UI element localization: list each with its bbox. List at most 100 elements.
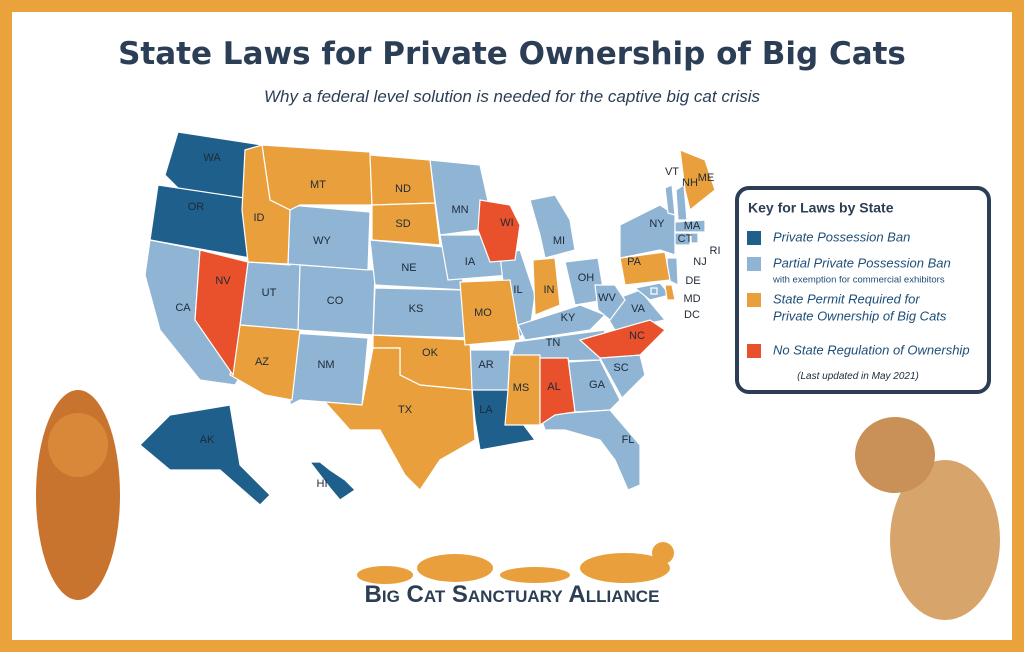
state-shape — [369, 154, 436, 206]
state-label: AL — [547, 381, 560, 393]
state-label: MD — [683, 293, 700, 305]
legend-label: Partial Private Possession Ban — [773, 255, 951, 270]
state-shape — [308, 461, 356, 501]
state-label: ND — [395, 183, 411, 195]
state-shape — [194, 249, 249, 377]
state-label: IL — [513, 284, 522, 296]
legend-title: Key for Laws by State — [748, 200, 894, 216]
subtitle: Why a federal level solution is needed f… — [264, 87, 761, 106]
state-label: MO — [474, 307, 492, 319]
state-label: GA — [589, 379, 606, 391]
legend-label: State Permit Required for — [773, 291, 920, 306]
state-shape — [675, 183, 688, 221]
state-label: ID — [254, 212, 265, 224]
state-label: WA — [203, 152, 221, 164]
state-shape — [459, 279, 521, 346]
state-label: WI — [500, 217, 513, 229]
state-shape — [539, 357, 576, 427]
state-label: TX — [398, 404, 413, 416]
state-label: MT — [310, 179, 326, 191]
legend-swatch — [747, 344, 761, 358]
state-shape — [578, 319, 666, 359]
updated-note: (Last updated in May 2021) — [797, 371, 919, 382]
state-label: WY — [313, 235, 331, 247]
state-shape — [674, 219, 706, 233]
state-label: OH — [578, 272, 595, 284]
state-shape — [679, 149, 716, 212]
state-label: RI — [710, 245, 721, 257]
state-label: AR — [478, 359, 493, 371]
state-label: VT — [665, 166, 679, 178]
legend-note: with exemption for commercial exhibitors — [772, 275, 945, 286]
state-shape — [690, 232, 699, 244]
state-shape — [650, 287, 658, 295]
state-label: IN — [544, 284, 555, 296]
state-label: LA — [479, 404, 493, 416]
state-label: IA — [465, 256, 476, 268]
state-shape — [241, 144, 291, 265]
legend-label: No State Regulation of Ownership — [773, 342, 970, 357]
state-label: NE — [401, 262, 416, 274]
legend-label: Private Possession Ban — [773, 229, 910, 244]
state-label: KY — [561, 312, 576, 324]
state-label: NY — [649, 218, 665, 230]
state-shape — [139, 404, 271, 506]
legend: Private Possession Ban Partial Private Po… — [747, 229, 970, 358]
tiger-image — [36, 390, 120, 600]
us-map: WA OR LA AK HI CA UT CO WY NE KS NM MN IA AR IL MI OH KY TN… — [139, 131, 721, 506]
state-shape — [539, 409, 641, 491]
state-shape — [664, 284, 676, 301]
state-label: KS — [409, 303, 424, 315]
state-label: WV — [598, 292, 616, 304]
state-label: TN — [546, 337, 561, 349]
state-shape — [323, 347, 476, 491]
cat-silhouettes — [357, 542, 674, 584]
state-label: VA — [631, 303, 646, 315]
state-shape — [674, 232, 691, 246]
state-label: AZ — [255, 356, 269, 368]
state-label: PA — [627, 256, 642, 268]
state-label: CT — [678, 233, 693, 245]
state-label: SD — [395, 218, 410, 230]
state-label: MS — [513, 382, 530, 394]
state-label: NM — [317, 359, 334, 371]
title: State Laws for Private Ownership of Big … — [118, 36, 906, 72]
state-label: ME — [698, 172, 715, 184]
state-label: HI — [317, 478, 328, 490]
state-label: NV — [215, 275, 231, 287]
state-label: MA — [684, 220, 701, 232]
state-label: OK — [422, 347, 439, 359]
state-label: SC — [613, 362, 628, 374]
legend-swatch — [747, 293, 761, 307]
state-shape — [529, 194, 576, 259]
state-shape — [619, 251, 671, 286]
state-shape — [477, 199, 521, 263]
legend-swatch — [747, 257, 761, 271]
state-label: NJ — [693, 256, 706, 268]
state-label: DE — [685, 275, 700, 287]
state-label: OR — [188, 201, 205, 213]
state-label: MN — [451, 204, 468, 216]
state-shape — [517, 304, 607, 341]
state-label: MI — [553, 235, 565, 247]
state-label: AK — [200, 434, 215, 446]
state-label: FL — [622, 434, 635, 446]
state-label: CA — [175, 302, 191, 314]
state-shape — [261, 144, 373, 211]
state-shape — [504, 354, 541, 426]
lion-image — [855, 417, 1000, 620]
state-shape — [664, 184, 676, 216]
state-label: CO — [327, 295, 344, 307]
state-label: NC — [629, 330, 645, 342]
state-label: UT — [262, 287, 277, 299]
legend-label: Private Ownership of Big Cats — [773, 308, 947, 323]
logo-text: Big Cat Sanctuary Alliance — [365, 581, 660, 608]
state-label: DC — [684, 309, 700, 321]
legend-box — [735, 186, 991, 394]
state-shape — [532, 257, 561, 316]
state-shape — [594, 284, 626, 321]
state-label: NH — [682, 177, 698, 189]
state-shape — [371, 202, 441, 246]
legend-swatch — [747, 231, 761, 245]
